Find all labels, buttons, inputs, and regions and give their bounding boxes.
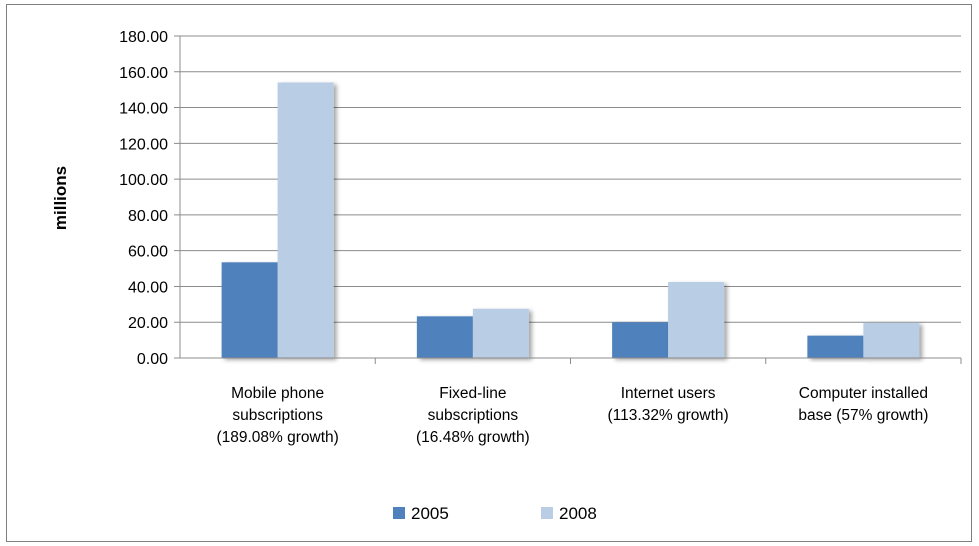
bar-2005-2 — [612, 322, 669, 358]
bar-2005-3 — [807, 335, 864, 358]
y-tick-label: 80.00 — [128, 208, 168, 225]
legend-label-2008: 2008 — [559, 504, 597, 523]
chart-frame — [6, 4, 972, 542]
x-category-label: subscriptions — [428, 407, 519, 424]
y-tick-label: 40.00 — [128, 279, 168, 296]
bars — [221, 82, 920, 358]
x-category-label: (16.48% growth) — [416, 429, 530, 446]
bar-2008-1 — [472, 308, 529, 358]
x-category-label: Internet users — [621, 385, 716, 402]
bar-2008-3 — [863, 322, 920, 358]
y-axis-label: millions — [51, 166, 70, 230]
y-tick-label: 160.00 — [119, 65, 168, 82]
y-tick-label: 120.00 — [119, 136, 168, 153]
axes — [179, 36, 962, 364]
x-category-label: base (57% growth) — [798, 407, 928, 424]
x-category-labels: Mobile phone subscriptions (189.08% growth… — [216, 385, 928, 446]
y-tick-label: 100.00 — [119, 172, 168, 189]
bar-2005-1 — [416, 316, 473, 358]
y-tick-label: 60.00 — [128, 244, 168, 261]
y-tick-labels: 0.00 20.00 40.00 60.00 80.00 100.00 120.00 140.… — [119, 29, 168, 368]
y-tick-label: 0.00 — [137, 351, 168, 368]
y-tick-label: 140.00 — [119, 101, 168, 118]
legend: 2005 2008 — [393, 504, 597, 523]
bar-2008-2 — [668, 281, 725, 358]
legend-label-2005: 2005 — [411, 504, 449, 523]
legend-swatch-2008 — [541, 507, 553, 519]
x-category-label: Fixed-line — [439, 385, 506, 402]
legend-swatch-2005 — [393, 507, 405, 519]
x-category-label: subscriptions — [232, 407, 323, 424]
y-tick-label: 180.00 — [119, 29, 168, 46]
x-category-label: Computer installed — [799, 385, 928, 402]
y-tick-label: 20.00 — [128, 315, 168, 332]
x-category-label: Mobile phone — [231, 385, 324, 402]
x-category-label: (189.08% growth) — [216, 429, 338, 446]
bar-2005-0 — [221, 262, 278, 358]
x-category-label: (113.32% growth) — [608, 407, 729, 424]
bar-2008-0 — [277, 82, 334, 358]
